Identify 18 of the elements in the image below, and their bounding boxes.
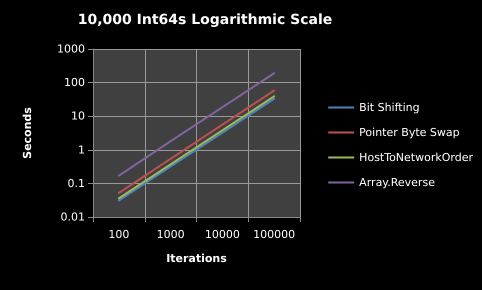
- y-tick-label: 1000: [57, 42, 85, 56]
- legend-label: Pointer Byte Swap: [359, 126, 460, 139]
- x-tick-label: 1000: [156, 228, 185, 241]
- chart-title: 10,000 Int64s Logarithmic Scale: [78, 12, 332, 28]
- legend-label: Bit Shifting: [359, 101, 420, 114]
- y-tick-label: 100: [64, 76, 85, 90]
- x-tick-label: 100000: [253, 228, 296, 241]
- y-tick-label: 10: [71, 110, 85, 123]
- y-tick-label: 0.01: [60, 210, 85, 224]
- x-axis-title: Iterations: [166, 252, 228, 265]
- legend-label: HostToNetworkOrder: [359, 151, 474, 164]
- y-tick-label: 1: [78, 143, 85, 156]
- line-series: [118, 72, 276, 177]
- y-axis-title: Seconds: [21, 106, 34, 159]
- legend-label: Array.Reverse: [359, 176, 436, 189]
- y-tick-label: 0.1: [68, 176, 85, 190]
- x-tick-label: 10000: [204, 228, 240, 241]
- x-tick-label: 100: [108, 228, 130, 241]
